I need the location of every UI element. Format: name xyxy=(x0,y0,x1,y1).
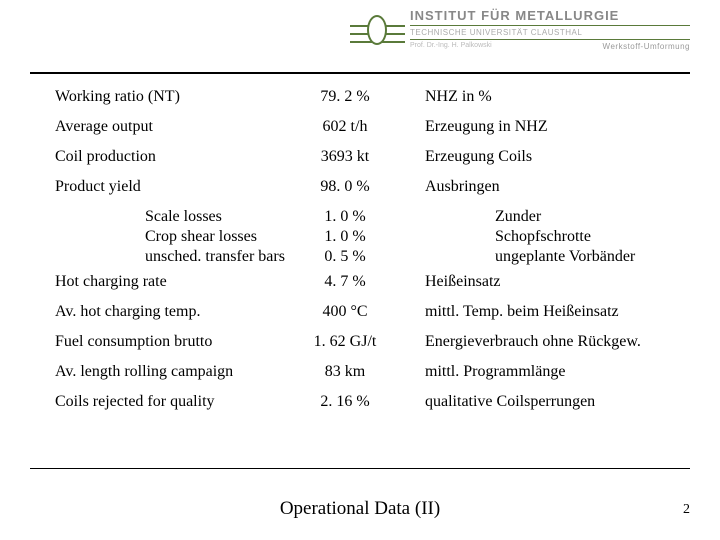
row-german: NHZ in % xyxy=(395,82,680,112)
row-value: 0. 5 % xyxy=(295,247,395,267)
row-label: Av. hot charging temp. xyxy=(55,297,295,327)
row-label: Fuel consumption brutto xyxy=(55,327,295,357)
row-german: Erzeugung Coils xyxy=(395,142,680,172)
row-label: Average output xyxy=(55,112,295,142)
page-number: 2 xyxy=(683,502,690,518)
table-row: Av. hot charging temp.400 °Cmittl. Temp.… xyxy=(55,297,680,327)
row-label: Crop shear losses xyxy=(55,227,295,247)
row-label: Scale losses xyxy=(55,202,295,227)
row-value: 4. 7 % xyxy=(295,267,395,297)
row-german: Heißeinsatz xyxy=(395,267,680,297)
slide-title: Operational Data (II) xyxy=(0,498,720,520)
row-german: mittl. Temp. beim Heißeinsatz xyxy=(395,297,680,327)
data-table: Working ratio (NT)79. 2 %NHZ in %Average… xyxy=(55,82,680,460)
table-row: Fuel consumption brutto1. 62 GJ/tEnergie… xyxy=(55,327,680,357)
row-value: 3693 kt xyxy=(295,142,395,172)
bottom-rule xyxy=(30,468,690,469)
row-german: qualitative Coilsperrungen xyxy=(395,387,680,417)
row-value: 98. 0 % xyxy=(295,172,395,202)
row-value: 83 km xyxy=(295,357,395,387)
institute-header: INSTITUT FÜR METALLURGIE TECHNISCHE UNIV… xyxy=(350,8,690,63)
row-german: Energieverbrauch ohne Rückgew. xyxy=(395,327,680,357)
row-value: 602 t/h xyxy=(295,112,395,142)
row-german: Ausbringen xyxy=(395,172,680,202)
table-row: unsched. transfer bars0. 5 %ungeplante V… xyxy=(55,247,680,267)
top-rule xyxy=(30,72,690,74)
row-german: Erzeugung in NHZ xyxy=(395,112,680,142)
row-label: unsched. transfer bars xyxy=(55,247,295,267)
row-german: Zunder xyxy=(395,202,680,227)
row-value: 400 °C xyxy=(295,297,395,327)
institute-university: TECHNISCHE UNIVERSITÄT CLAUSTHAL xyxy=(410,25,690,40)
table-row: Hot charging rate4. 7 %Heißeinsatz xyxy=(55,267,680,297)
institute-dept: Werkstoff-Umformung xyxy=(603,42,690,51)
table-row: Scale losses1. 0 %Zunder xyxy=(55,202,680,227)
institute-name: INSTITUT FÜR METALLURGIE xyxy=(410,8,619,23)
table-row: Coils rejected for quality2. 16 %qualita… xyxy=(55,387,680,417)
row-label: Coils rejected for quality xyxy=(55,387,295,417)
row-value: 1. 0 % xyxy=(295,227,395,247)
table-row: Coil production3693 ktErzeugung Coils xyxy=(55,142,680,172)
row-german: ungeplante Vorbänder xyxy=(395,247,680,267)
institute-prof: Prof. Dr.-Ing. H. Palkowski xyxy=(410,42,492,49)
table-row: Product yield98. 0 %Ausbringen xyxy=(55,172,680,202)
table-row: Av. length rolling campaign83 kmmittl. P… xyxy=(55,357,680,387)
row-label: Working ratio (NT) xyxy=(55,82,295,112)
row-label: Hot charging rate xyxy=(55,267,295,297)
table-row: Crop shear losses1. 0 %Schopfschrotte xyxy=(55,227,680,247)
row-value: 1. 0 % xyxy=(295,202,395,227)
table-row: Average output602 t/hErzeugung in NHZ xyxy=(55,112,680,142)
row-german: mittl. Programmlänge xyxy=(395,357,680,387)
row-label: Product yield xyxy=(55,172,295,202)
row-label: Coil production xyxy=(55,142,295,172)
row-value: 79. 2 % xyxy=(295,82,395,112)
table-row: Working ratio (NT)79. 2 %NHZ in % xyxy=(55,82,680,112)
row-label: Av. length rolling campaign xyxy=(55,357,295,387)
row-value: 2. 16 % xyxy=(295,387,395,417)
row-german: Schopfschrotte xyxy=(395,227,680,247)
row-value: 1. 62 GJ/t xyxy=(295,327,395,357)
institute-logo xyxy=(350,13,405,58)
